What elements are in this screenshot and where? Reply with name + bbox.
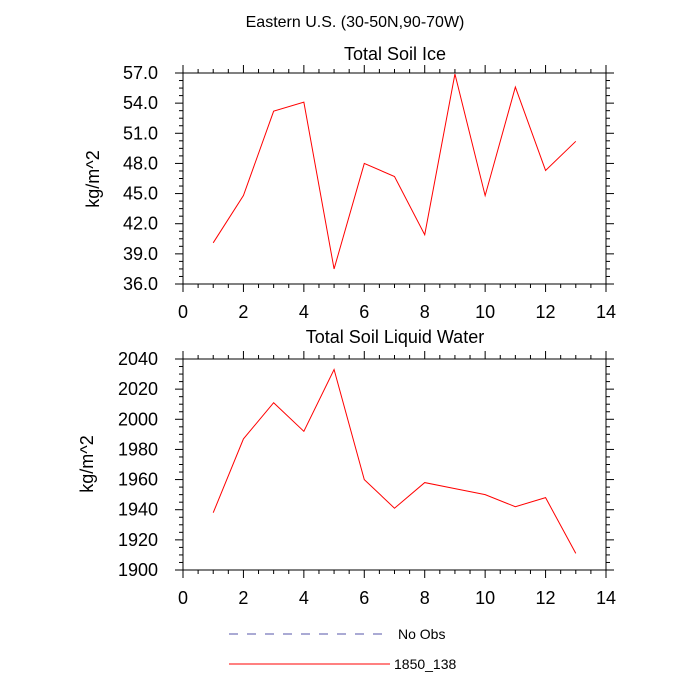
y-axis-label: kg/m^2 <box>77 435 97 492</box>
figure-suptitle: Eastern U.S. (30-50N,90-70W) <box>246 14 465 31</box>
y-tick-label: 1980 <box>118 439 158 459</box>
y-tick-label: 54.0 <box>123 93 158 113</box>
panel-title: Total Soil Ice <box>344 44 446 64</box>
y-tick-label: 51.0 <box>123 123 158 143</box>
y-tick-label: 2020 <box>118 379 158 399</box>
x-tick-label: 2 <box>238 588 248 608</box>
y-axis-label: kg/m^2 <box>83 150 103 207</box>
plot-frame <box>182 358 607 571</box>
y-tick-label: 1920 <box>118 530 158 550</box>
y-tick-label: 45.0 <box>123 184 158 204</box>
legend-label-1850-138: 1850_138 <box>394 656 457 672</box>
x-tick-label: 12 <box>536 302 556 322</box>
legend: No Obs 1850_138 <box>229 626 457 672</box>
x-tick-label: 12 <box>536 588 556 608</box>
y-tick-label: 36.0 <box>123 274 158 294</box>
x-tick-label: 10 <box>475 302 495 322</box>
x-tick-label: 10 <box>475 588 495 608</box>
y-tick-label: 42.0 <box>123 214 158 234</box>
x-tick-label: 14 <box>596 588 616 608</box>
x-tick-label: 0 <box>178 302 188 322</box>
y-tick-label: 1900 <box>118 560 158 580</box>
x-tick-label: 8 <box>420 588 430 608</box>
y-tick-label: 57.0 <box>123 63 158 83</box>
x-tick-label: 2 <box>238 302 248 322</box>
series-line-1850_138 <box>212 368 577 554</box>
series-layer <box>212 73 577 270</box>
panel-total-soil-liquid-water: Total Soil Liquid Water kg/m^2 0 2 4 6 8 10 12… <box>77 327 616 608</box>
x-tick-label: 4 <box>299 302 309 322</box>
x-tick-label: 6 <box>359 588 369 608</box>
y-tick-label: 1940 <box>118 500 158 520</box>
x-tick-label: 4 <box>299 588 309 608</box>
x-tick-label: 14 <box>596 302 616 322</box>
y-tick-label: 2040 <box>118 349 158 369</box>
y-tick-label: 1960 <box>118 470 158 490</box>
y-tick-label: 48.0 <box>123 153 158 173</box>
axis-ticks: 0 2 4 6 8 10 12 14 1900 1920 1940 1960 1980 2000 2020 2… <box>118 349 616 608</box>
series-line-1850_138 <box>212 73 577 270</box>
series-layer <box>212 368 577 554</box>
legend-label-no-obs: No Obs <box>398 626 445 642</box>
panel-total-soil-ice: Total Soil Ice kg/m^2 0 2 4 6 8 10 12 14 36.0 39.… <box>83 44 616 322</box>
axis-ticks: 0 2 4 6 8 10 12 14 36.0 39.0 42.0 45.0 48.0 51.0 54.0 5… <box>123 63 616 322</box>
y-tick-label: 2000 <box>118 409 158 429</box>
x-tick-label: 0 <box>178 588 188 608</box>
panel-title: Total Soil Liquid Water <box>306 327 484 347</box>
plot-frame <box>182 72 607 285</box>
x-tick-label: 6 <box>359 302 369 322</box>
x-tick-label: 8 <box>420 302 430 322</box>
y-tick-label: 39.0 <box>123 244 158 264</box>
